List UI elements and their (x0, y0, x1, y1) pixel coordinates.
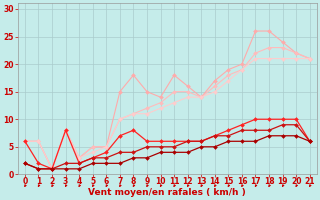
X-axis label: Vent moyen/en rafales ( km/h ): Vent moyen/en rafales ( km/h ) (88, 188, 246, 197)
